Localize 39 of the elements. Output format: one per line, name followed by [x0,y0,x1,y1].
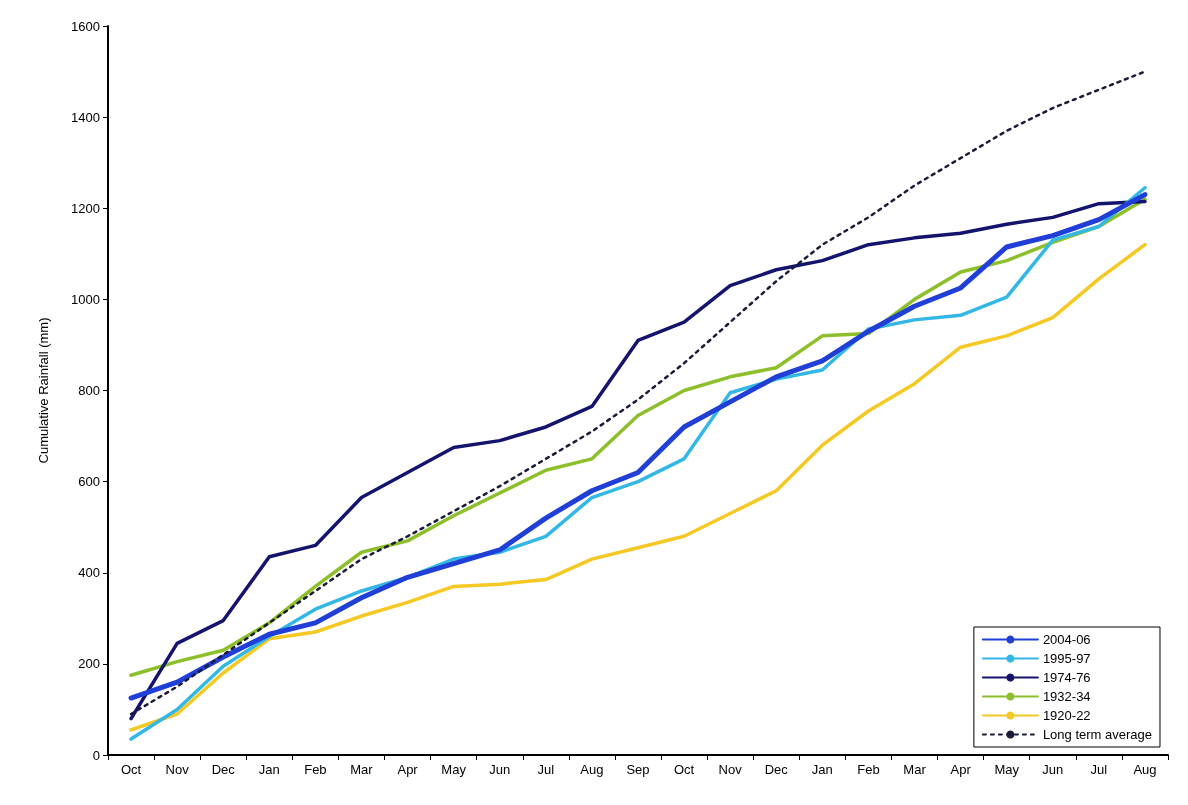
legend-label: Long term average [1042,727,1152,742]
y-tick-label: 200 [78,656,100,672]
x-tick-label: May [441,762,467,777]
y-tick-label: 400 [78,565,100,581]
y-axis-title: Cumulative Rainfall (mm) [36,317,51,464]
x-tick-label: Mar [903,762,927,777]
y-tick-label: 1000 [71,291,100,307]
x-tick-label: Jan [811,762,833,777]
y-tick-label: 600 [78,474,100,490]
x-tick-label: Feb [857,762,880,777]
x-tick-label: May [994,762,1020,777]
legend-label: 2004-06 [1042,632,1091,647]
x-tick-label: Jun [1042,762,1064,777]
x-tick-label: Jan [258,762,280,777]
x-tick-label: Jun [489,762,511,777]
x-tick-label: Sep [626,762,650,777]
legend-label: 1995-97 [1042,651,1091,666]
x-tick-label: Feb [304,762,327,777]
x-tick-label: Nov [165,762,190,777]
x-tick-label: Aug [580,762,604,777]
y-tick-label: 800 [78,383,100,398]
x-tick-label: Mar [350,762,374,777]
x-tick-label: Nov [718,762,743,777]
y-tick-label: 1400 [71,109,100,125]
y-tick-label: 0 [92,747,100,763]
x-tick-label: Jul [537,762,555,777]
x-tick-label: Aug [1133,762,1157,777]
x-tick-label: Jul [1090,762,1108,777]
legend-label: 1920-22 [1042,708,1091,723]
x-tick-label: Dec [764,762,789,777]
x-tick-label: Apr [397,762,419,777]
x-tick-label: Dec [211,762,236,777]
y-tick-label: 1200 [71,200,100,216]
y-tick-label: 1600 [71,18,100,34]
x-tick-label: Apr [950,762,972,777]
legend-label: 1932-34 [1042,689,1091,704]
legend-label: 1974-76 [1042,670,1091,685]
x-tick-label: Oct [120,762,142,777]
x-tick-label: Oct [673,762,695,777]
